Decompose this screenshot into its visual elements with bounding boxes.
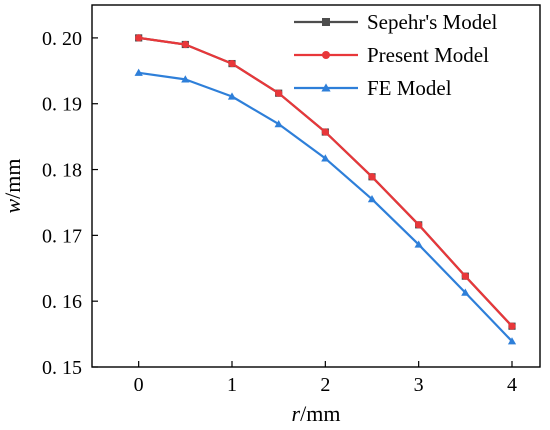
legend-marker	[321, 83, 331, 92]
x-axis-label: r/mm	[292, 401, 341, 426]
plot-frame	[91, 4, 541, 368]
legend-item-2: Present Model	[294, 43, 489, 67]
data-point	[274, 119, 283, 128]
y-axis-label-unit: /mm	[0, 158, 25, 198]
x-axis-label-unit: /mm	[300, 401, 340, 426]
series-2	[135, 34, 516, 330]
y-tick-label: 0. 15	[42, 357, 82, 379]
data-point	[507, 337, 517, 345]
y-tick-label: 0. 16	[42, 291, 82, 313]
x-tick-label: 2	[320, 374, 330, 396]
series-line	[138, 71, 513, 343]
data-point	[134, 68, 143, 76]
axes: 0 1 2 3 4 0. 15 0. 16 0. 17 0. 18 0. 19 0. 20	[42, 4, 541, 396]
y-axis-label-variable: w	[0, 199, 25, 214]
y-tick-label: 0. 20	[42, 28, 82, 50]
y-tick-label: 0. 17	[42, 225, 82, 247]
series-3	[134, 68, 517, 345]
x-axis-label-variable: r	[292, 401, 301, 426]
data-point	[321, 128, 329, 136]
x-tick-label: 0	[134, 374, 144, 396]
legend-marker	[322, 18, 330, 26]
legend-marker	[322, 51, 330, 59]
data-point	[461, 288, 470, 296]
x-tick-label: 1	[227, 374, 237, 396]
data-point	[368, 173, 376, 181]
data-point	[414, 240, 423, 248]
data-point	[508, 322, 516, 330]
data-point	[135, 34, 143, 42]
data-point	[181, 40, 189, 49]
data-point	[321, 154, 330, 162]
data-point	[415, 221, 423, 229]
data-point	[275, 89, 283, 97]
x-tick-label: 3	[414, 374, 424, 396]
data-point	[181, 75, 190, 83]
plot-area	[134, 34, 517, 345]
data-point	[227, 92, 237, 100]
legend-item-3: FE Model	[294, 76, 452, 100]
legend-label: Sepehr's Model	[367, 10, 498, 34]
data-point	[461, 272, 469, 280]
y-tick-label: 0. 19	[42, 94, 82, 116]
x-tick-label: 4	[507, 374, 517, 396]
legend-label: FE Model	[367, 76, 452, 100]
data-point	[367, 195, 377, 203]
legend: Sepehr's Model Present Model FE Model	[294, 10, 498, 100]
legend-label: Present Model	[367, 43, 489, 67]
data-point	[228, 59, 236, 68]
y-tick-label: 0. 18	[42, 160, 82, 182]
y-axis-label: w/mm	[0, 158, 25, 213]
legend-item-1: Sepehr's Model	[294, 10, 498, 34]
